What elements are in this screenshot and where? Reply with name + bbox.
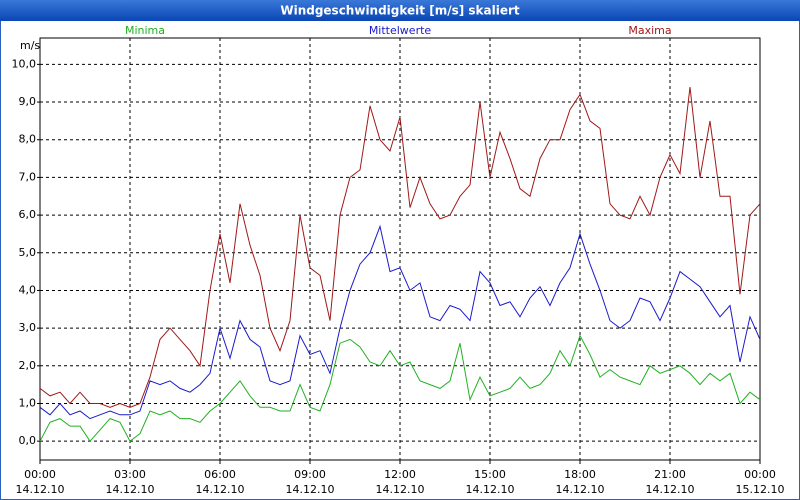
- series-line: [39, 86, 761, 408]
- x-tick-label: 14.12.10: [556, 483, 605, 496]
- series-line: [39, 334, 761, 443]
- x-tick-label: 14.12.10: [466, 483, 515, 496]
- x-tick-label: 12:00: [384, 468, 416, 481]
- chart-title: Windgeschwindigkeit [m/s] skaliert: [280, 4, 520, 18]
- y-tick-label: 10,0: [12, 57, 37, 70]
- x-tick-label: 09:00: [294, 468, 326, 481]
- y-tick-label: 2,0: [19, 359, 37, 372]
- x-tick-label: 14.12.10: [286, 483, 335, 496]
- title-bar: [0, 0, 800, 21]
- legend-label: Maxima: [628, 24, 671, 37]
- x-tick-label: 14.12.10: [376, 483, 425, 496]
- legend-label: Minima: [125, 24, 165, 37]
- x-tick-label: 14.12.10: [196, 483, 245, 496]
- y-tick-label: 3,0: [19, 321, 37, 334]
- y-tick-label: 5,0: [19, 246, 37, 259]
- x-tick-label: 18:00: [564, 468, 596, 481]
- y-tick-label: 1,0: [19, 396, 37, 409]
- y-tick-label: 8,0: [19, 133, 37, 146]
- y-tick-label: 0,0: [19, 434, 37, 447]
- x-tick-label: 14.12.10: [646, 483, 695, 496]
- x-tick-label: 03:00: [114, 468, 146, 481]
- legend-label: Mittelwerte: [369, 24, 432, 37]
- y-tick-label: 9,0: [19, 95, 37, 108]
- y-axis-label: m/s: [20, 39, 40, 52]
- y-tick-label: 6,0: [19, 208, 37, 221]
- x-tick-label: 00:00: [24, 468, 56, 481]
- x-tick-label: 15.12.10: [736, 483, 785, 496]
- y-tick-label: 4,0: [19, 283, 37, 296]
- x-tick-label: 06:00: [204, 468, 236, 481]
- x-tick-label: 14.12.10: [16, 483, 65, 496]
- x-tick-label: 21:00: [654, 468, 686, 481]
- x-tick-label: 00:00: [744, 468, 776, 481]
- x-tick-label: 14.12.10: [106, 483, 155, 496]
- series-line: [39, 224, 761, 420]
- x-tick-label: 15:00: [474, 468, 506, 481]
- y-tick-label: 7,0: [19, 170, 37, 183]
